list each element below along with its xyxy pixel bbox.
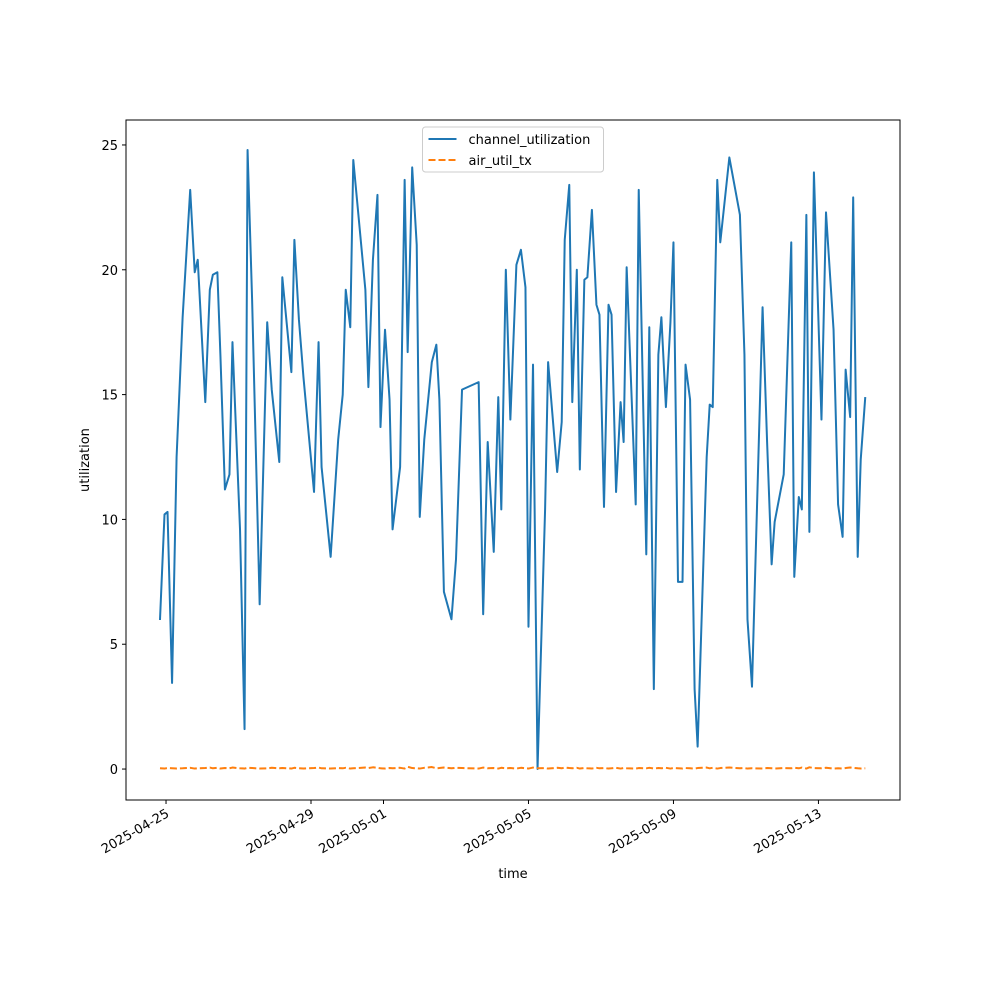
y-tick-label: 20 — [101, 264, 118, 279]
y-tick-label: 15 — [101, 389, 118, 404]
y-tick-label: 10 — [101, 513, 118, 528]
legend-label: channel_utilization — [469, 133, 591, 148]
legend-box — [422, 126, 604, 173]
x-tick-label: 2025-04-29 — [244, 806, 317, 857]
x-tick-label: 2025-05-01 — [317, 806, 390, 857]
legend-label: air_util_tx — [469, 154, 533, 169]
series-line — [158, 148, 867, 771]
y-axis-label: utilization — [78, 428, 93, 492]
x-tick-label: 2025-05-13 — [752, 806, 825, 857]
series-line — [159, 765, 866, 770]
y-tick-label: 25 — [101, 139, 118, 154]
x-tick-label: 2025-05-09 — [607, 806, 680, 857]
x-axis-label: time — [498, 867, 527, 882]
plot-frame — [125, 119, 901, 801]
y-tick-label: 0 — [110, 763, 118, 778]
y-tick-label: 5 — [110, 638, 118, 653]
x-tick-label: 2025-05-05 — [462, 806, 535, 857]
x-tick-label: 2025-04-25 — [99, 806, 172, 857]
